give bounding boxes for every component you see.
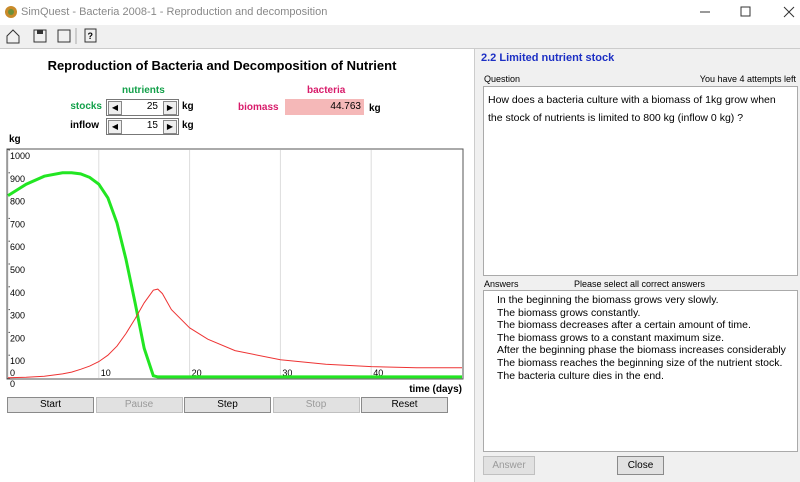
- y-tick-label: 900: [10, 174, 25, 184]
- answer-option[interactable]: The biomass grows to a constant maximum …: [497, 331, 725, 344]
- chart: kg 0 100 200 300 400 500 600 700 800 900 1000 0 10 20 3…: [6, 134, 464, 395]
- stocks-value: 25: [146, 101, 158, 112]
- answer-button[interactable]: Answer: [483, 456, 535, 475]
- title-bar: [0, 0, 800, 25]
- stocks-label: stocks: [70, 101, 102, 112]
- y-tick-label: 500: [10, 265, 25, 275]
- y-tick-label: 600: [10, 242, 25, 252]
- answer-option[interactable]: In the beginning the biomass grows very …: [497, 294, 719, 306]
- increment[interactable]: ▶: [163, 120, 177, 134]
- x-tick-label: 10: [101, 368, 111, 378]
- answer-option[interactable]: The biomass grows constantly.: [497, 306, 641, 319]
- y-tick-label: 0: [10, 379, 15, 389]
- window-controls[interactable]: [690, 0, 800, 25]
- y-axis-label: kg: [9, 134, 21, 145]
- question-box: How does a bacteria culture with a bioma…: [483, 86, 798, 276]
- decrement[interactable]: ◀: [108, 101, 122, 115]
- question-label: Question: [484, 74, 521, 84]
- y-tick-label: 1000: [10, 151, 30, 161]
- y-tick-label: 200: [10, 333, 25, 343]
- answers-label: Answers: [484, 279, 519, 289]
- sim-button[interactable]: Start: [7, 397, 94, 413]
- answer-option[interactable]: The bacteria culture dies in the end.: [497, 369, 664, 382]
- x-tick-label: 40: [373, 368, 383, 378]
- sim-button[interactable]: Pause: [95, 397, 183, 413]
- answer-option[interactable]: The biomass decreases after a certain am…: [497, 319, 751, 332]
- biomass-unit: kg: [369, 103, 381, 114]
- divider: [474, 49, 475, 482]
- assignment-title: 2.2 Limited nutrient stock: [481, 52, 615, 64]
- inflow-unit: kg: [182, 120, 194, 131]
- app-icon: [5, 6, 17, 18]
- decrement[interactable]: ◀: [108, 120, 122, 134]
- svg-text:?: ?: [88, 31, 94, 41]
- increment[interactable]: ▶: [163, 101, 177, 115]
- inflow-value: 15: [146, 120, 158, 131]
- y-tick-label: 300: [10, 311, 25, 321]
- answer-option[interactable]: The biomass reaches the beginning size o…: [497, 357, 783, 369]
- sim-title: Reproduction of Bacteria and Decompositi…: [47, 58, 397, 73]
- x-axis-label: time (days): [409, 384, 462, 395]
- stocks-unit: kg: [182, 101, 194, 112]
- data-line: [7, 171, 462, 379]
- y-tick-label: 800: [10, 197, 25, 207]
- window-title: SimQuest - Bacteria 2008-1 - Reproductio…: [21, 6, 328, 18]
- sim-button[interactable]: Step: [184, 397, 271, 413]
- stocks-spinner[interactable]: ◀ 25 ▶: [106, 99, 179, 116]
- plot-area: [6, 148, 464, 380]
- inflow-label: inflow: [70, 120, 99, 131]
- x-tick-label: 0: [10, 368, 15, 378]
- sim-button[interactable]: Reset: [361, 397, 448, 413]
- y-tick-label: 700: [10, 219, 25, 229]
- biomass-label: biomass: [238, 102, 279, 113]
- y-tick-label: 400: [10, 288, 25, 298]
- bacteria-label: bacteria: [307, 85, 346, 96]
- answer-option[interactable]: After the beginning phase the biomass in…: [497, 344, 786, 357]
- data-line: [7, 288, 462, 379]
- answers-box: In the beginning the biomass grows very …: [483, 290, 798, 452]
- toolbar-icons[interactable]: ?: [4, 27, 104, 45]
- inflow-spinner[interactable]: ◀ 15 ▶: [106, 118, 179, 135]
- x-tick-label: 30: [282, 368, 292, 378]
- y-tick-label: 100: [10, 356, 25, 366]
- question-text: How does a bacteria culture with a bioma…: [488, 94, 776, 124]
- toolbar: [0, 25, 800, 49]
- biomass-value: 44.763: [285, 99, 364, 115]
- x-tick-label: 20: [192, 368, 202, 378]
- nutrients-label: nutrients: [122, 85, 165, 96]
- close-button[interactable]: Close: [617, 456, 664, 475]
- attempts: You have 4 attempts left: [699, 74, 796, 84]
- sim-button[interactable]: Stop: [272, 397, 360, 413]
- instruction: Please select all correct answers: [574, 279, 706, 289]
